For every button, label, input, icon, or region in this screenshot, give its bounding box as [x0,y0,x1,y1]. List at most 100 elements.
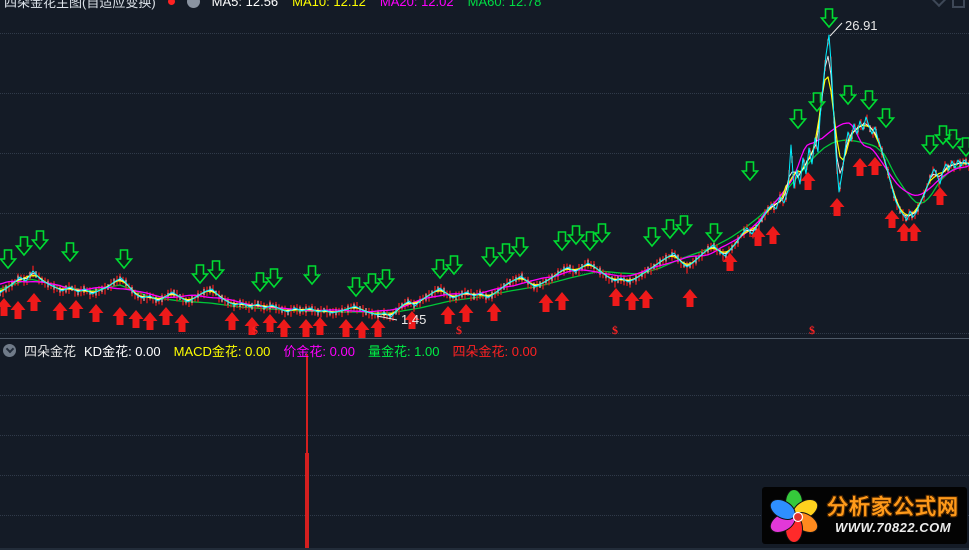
buy-arrow-icon [68,300,84,318]
gridline [0,153,969,154]
panel-corner-icons [931,0,965,8]
gridline [0,435,969,436]
buy-arrow-icon [52,302,68,320]
buy-arrow-icon [906,223,922,241]
ma-label: MA10: 12.12 [292,0,366,9]
gridline [0,475,969,476]
buy-arrow-icon [128,310,144,328]
buy-arrow-icon [88,304,104,322]
sell-arrow-icon [362,273,382,294]
buy-arrow-icon [174,314,190,332]
sell-arrow-icon [642,227,662,248]
sell-arrow-icon [704,223,724,244]
sell-arrow-icon [376,269,396,290]
buy-arrow-icon [158,307,174,325]
sell-arrow-icon [592,223,612,244]
indicator-panel[interactable]: 四朵金花 KD金花: 0.00 MACD金花: 0.00 价金花: 0.00 量金花:… [0,339,969,550]
chart-header-row: 四朵金花主图(自适应变换) MA5: 12.56 MA10: 12.12 MA20:… [4,0,541,11]
sell-arrow-icon [206,260,226,281]
sell-arrow-icon [920,135,940,156]
sell-arrow-icon [859,90,879,111]
sell-arrow-icon [552,231,572,252]
buy-arrow-icon [370,319,386,337]
buy-arrow-icon [829,198,845,216]
buy-arrow-icon [10,301,26,319]
gridline [0,273,969,274]
buy-arrow-icon [458,304,474,322]
buy-arrow-icon [608,288,624,306]
buy-arrow-icon [142,312,158,330]
indicator-field: KD金花: 0.00 [84,344,161,359]
indicator-fields: KD金花: 0.00 MACD金花: 0.00 价金花: 0.00 量金花: 1.00… [84,341,537,360]
indicator-signal-spike [306,354,308,453]
buy-arrow-icon [404,311,420,329]
indicator-header-row: 四朵金花 KD金花: 0.00 MACD金花: 0.00 价金花: 0.00 量金花:… [3,341,537,360]
buy-arrow-icon [112,307,128,325]
sell-arrow-icon [838,85,858,106]
collapse-chevron-icon[interactable] [3,344,16,357]
buy-arrow-icon [538,294,554,312]
sell-arrow-icon [510,237,530,258]
buy-arrow-icon [896,223,912,241]
gray-ball-icon [186,0,200,8]
sell-arrow-icon [14,236,34,257]
bottom-splitter[interactable] [0,548,969,550]
watermark-site-url: WWW.70822.COM [834,519,952,535]
buy-arrow-icon [852,158,868,176]
red-dot-icon [167,0,175,5]
buy-arrow-icon [722,253,738,271]
indicator-name: 四朵金花 [24,344,77,359]
buy-arrow-icon [638,290,654,308]
buy-arrow-icon [554,292,570,310]
sell-arrow-icon [740,161,760,182]
main-chart-panel[interactable]: 26.91 1.45 四朵金花主图(自适应变换) MA5: 12.56 MA10: … [0,0,969,338]
chevron-down-icon[interactable] [931,0,947,8]
flower-logo-icon [769,489,819,542]
buy-arrow-icon [276,319,292,337]
buy-arrow-icon [867,157,883,175]
sell-arrow-icon [264,268,284,289]
buy-arrow-icon [486,303,502,321]
sell-arrow-icon [956,137,969,158]
dollar-mark: $ [252,323,258,337]
buy-arrow-icon [298,319,314,337]
sell-arrow-icon [430,259,450,280]
watermark-site-name: 分析家公式网 [827,495,959,519]
sell-arrow-icon [876,108,896,129]
sell-arrow-icon [496,243,516,264]
gridline [0,515,969,516]
gridline [0,333,969,334]
buy-arrow-icon [312,317,328,335]
sell-arrow-icon [660,219,680,240]
dollar-mark: $ [612,323,618,337]
sell-arrow-icon [302,265,322,286]
dollar-mark: $ [456,323,462,337]
formula-title: 四朵金花主图(自适应变换) [4,0,156,10]
buy-arrow-icon [224,312,240,330]
watermark: 分析家公式网 WWW.70822.COM [762,487,967,544]
indicator-field: 价金花: 0.00 [283,344,355,359]
buy-arrow-icon [338,319,354,337]
ma-label: MA60: 12.78 [467,0,542,9]
sell-arrow-icon [250,272,270,293]
sell-arrow-icon [480,247,500,268]
sell-arrow-icon [580,231,600,252]
buy-arrow-icon [0,298,12,316]
sell-arrow-icon [190,264,210,285]
buy-arrow-icon [682,289,698,307]
sell-arrow-icon [943,129,963,150]
buy-arrow-icon [440,306,456,324]
window-restore-icon[interactable] [952,0,965,8]
gridline [0,33,969,34]
buy-arrow-icon [354,321,370,338]
dollar-mark: $ [809,323,815,337]
buy-arrow-icon [624,292,640,310]
price-annotation: 26.91 [845,18,878,33]
ma-label: MA20: 12.02 [379,0,454,9]
gridline [0,213,969,214]
panel-divider[interactable] [0,338,969,339]
buy-arrow-icon [244,317,260,335]
ma-labels: MA5: 12.56 MA10: 12.12 MA20: 12.02 MA60: 12… [212,0,542,9]
price-annotation: 1.45 [401,312,426,327]
